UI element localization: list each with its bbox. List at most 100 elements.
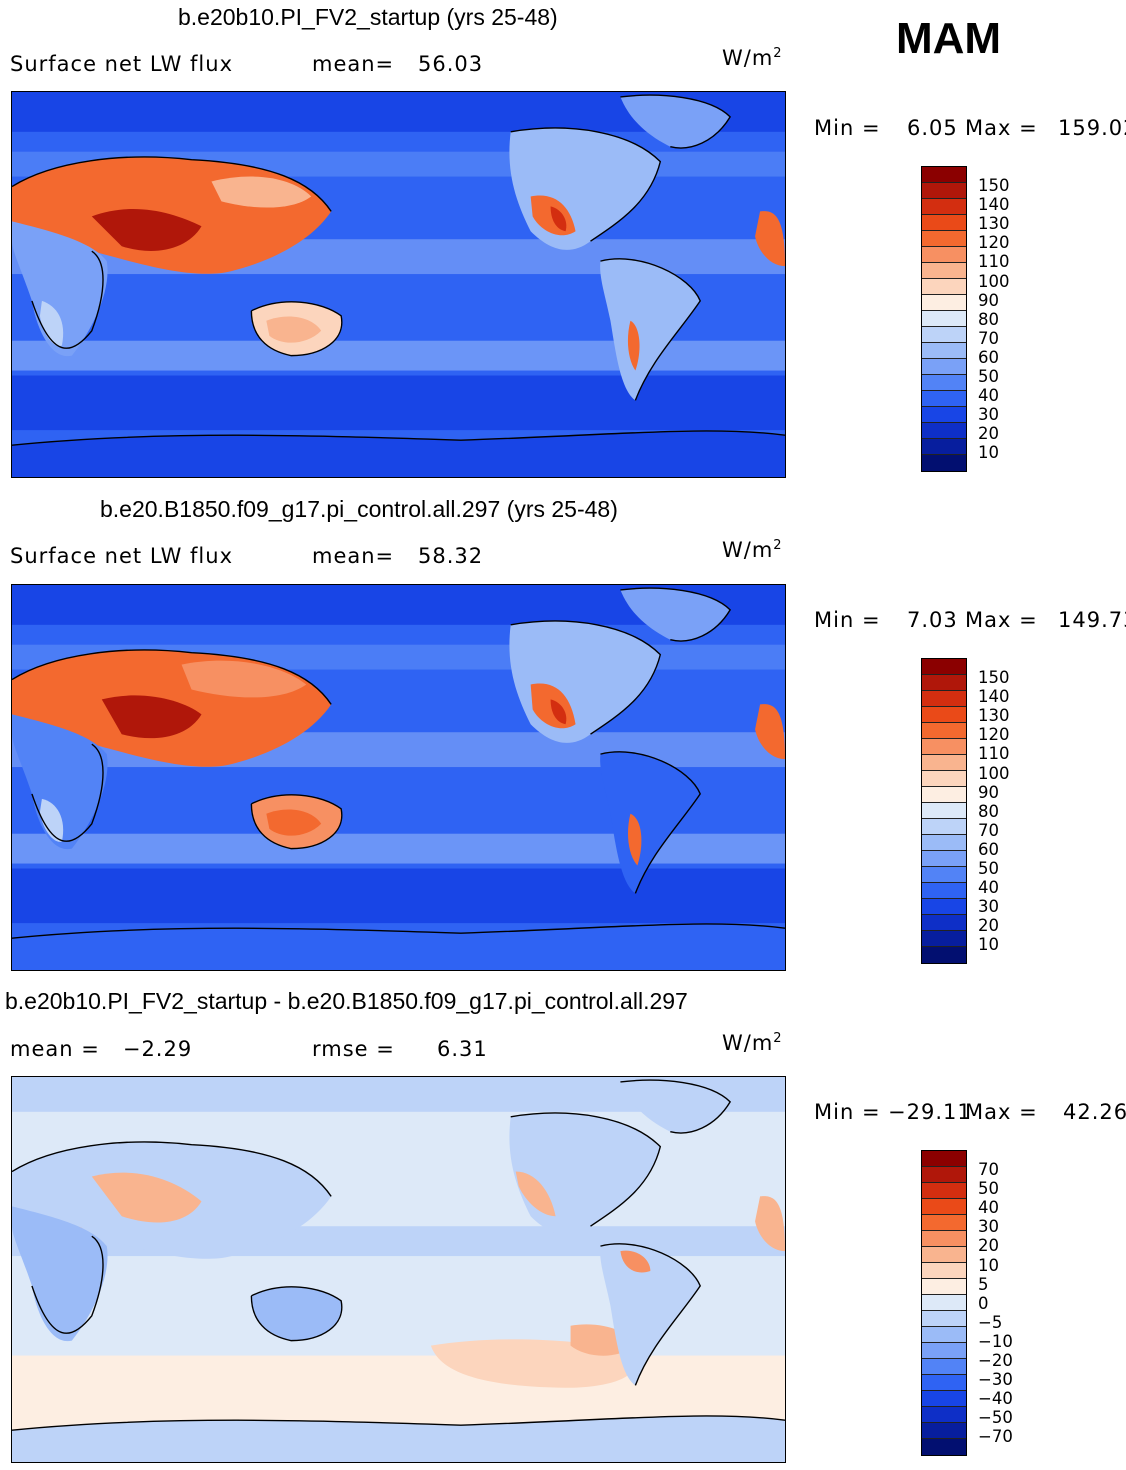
colorbar-swatch: [922, 659, 966, 675]
colorbar-swatch: [922, 343, 966, 359]
colorbar-label: 100: [978, 763, 1010, 783]
colorbar-label: 150: [978, 176, 1010, 195]
colorbar-swatch: [922, 1215, 966, 1231]
colorbar-label: 110: [978, 744, 1010, 764]
colorbar-swatch: [922, 803, 966, 819]
colorbar-swatch: [922, 215, 966, 231]
colorbar-label: 40: [978, 1198, 999, 1218]
panel-3-mean: mean = −2.29: [10, 1037, 193, 1061]
colorbar-swatch: [922, 1247, 966, 1263]
colorbar-label: −10: [978, 1331, 1013, 1351]
colorbar-swatch: [922, 1407, 966, 1423]
colorbar-swatch: [922, 231, 966, 247]
panel-2-min-value: 7.03: [907, 608, 958, 632]
panel-3-max-value: 42.26: [1063, 1100, 1126, 1124]
panel-1-map-svg: [12, 92, 785, 477]
colorbar-swatch: [922, 247, 966, 263]
panel-2-variable: Surface net LW flux: [10, 544, 233, 568]
colorbar-swatch: [922, 263, 966, 279]
panel-3-map: [11, 1076, 786, 1463]
colorbar-swatch: [922, 295, 966, 311]
panel-1-variable: Surface net LW flux: [10, 52, 233, 76]
colorbar-swatch: [922, 311, 966, 327]
colorbar-swatch: [922, 423, 966, 439]
colorbar-label: −50: [978, 1408, 1013, 1428]
colorbar-label: 20: [978, 1236, 999, 1256]
colorbar-label: 70: [978, 820, 999, 840]
colorbar-swatch: [922, 691, 966, 707]
colorbar-swatch: [922, 1183, 966, 1199]
colorbar-swatch: [922, 279, 966, 295]
colorbar-label: 5: [978, 1274, 989, 1294]
panel-3-title: b.e20b10.PI_FV2_startup - b.e20.B1850.f0…: [5, 988, 688, 1014]
colorbar-swatch: [922, 1231, 966, 1247]
colorbar-label: 150: [978, 668, 1010, 687]
colorbar-swatch: [922, 755, 966, 771]
colorbar-label: −70: [978, 1427, 1013, 1447]
colorbar-swatch: [922, 375, 966, 391]
colorbar-swatch: [922, 947, 966, 963]
panel-2-mean-label: mean=: [312, 544, 395, 568]
colorbar-label: 50: [978, 1179, 999, 1199]
panel-1-mean-label: mean=: [312, 52, 395, 76]
colorbar-label: 140: [978, 195, 1010, 215]
colorbar-swatch: [922, 1423, 966, 1439]
panel-3-min-label: Min =: [814, 1100, 881, 1124]
colorbar-label: 70: [978, 1160, 999, 1179]
panel-2-colorbar: [921, 658, 967, 964]
colorbar-label: 110: [978, 252, 1010, 272]
colorbar-swatch: [922, 167, 966, 183]
panel-1-title: b.e20b10.PI_FV2_startup (yrs 25-48): [178, 4, 558, 30]
colorbar-swatch: [922, 1295, 966, 1311]
colorbar-swatch: [922, 1199, 966, 1215]
colorbar-label: 130: [978, 214, 1010, 234]
panel-1-min-value: 6.05: [907, 116, 958, 140]
colorbar-swatch: [922, 183, 966, 199]
panel-3-map-svg: [12, 1077, 785, 1462]
colorbar-label: 40: [978, 386, 999, 406]
panel-1-min-label: Min =: [814, 116, 881, 140]
colorbar-swatch: [922, 407, 966, 423]
colorbar-label: 20: [978, 424, 999, 444]
colorbar-swatch: [922, 1263, 966, 1279]
colorbar-swatch: [922, 1359, 966, 1375]
season-label: MAM: [896, 14, 1002, 63]
colorbar-swatch: [922, 1375, 966, 1391]
colorbar-swatch: [922, 327, 966, 343]
panel-3-min-value: −29.11: [888, 1100, 972, 1124]
colorbar-swatch: [922, 915, 966, 931]
panel-2-max-value: 149.73: [1058, 608, 1126, 632]
colorbar-swatch: [922, 899, 966, 915]
panel-1-mean-value: 56.03: [418, 52, 484, 76]
colorbar-label: 90: [978, 782, 999, 802]
colorbar-label: 60: [978, 839, 999, 859]
colorbar-label: 30: [978, 897, 999, 917]
colorbar-swatch: [922, 1279, 966, 1295]
colorbar-label: 0: [978, 1293, 989, 1313]
panel-1-colorbar: [921, 166, 967, 472]
colorbar-swatch: [922, 883, 966, 899]
colorbar-label: −40: [978, 1389, 1013, 1409]
colorbar-label: 20: [978, 916, 999, 936]
colorbar-label: 100: [978, 271, 1010, 291]
colorbar-label: 10: [978, 1255, 999, 1275]
colorbar-label: 120: [978, 725, 1010, 745]
colorbar-swatch: [922, 739, 966, 755]
colorbar-label: 10: [978, 935, 999, 955]
colorbar-swatch: [922, 771, 966, 787]
colorbar-label: 30: [978, 405, 999, 425]
panel-1-max-label: Max =: [965, 116, 1038, 140]
colorbar-swatch: [922, 835, 966, 851]
colorbar-swatch: [922, 1439, 966, 1455]
panel-1-map: [11, 91, 786, 478]
colorbar-label: −5: [978, 1312, 1003, 1332]
panel-3-rmse-label: rmse =: [312, 1037, 395, 1061]
panel-2-mean-value: 58.32: [418, 544, 484, 568]
panel-2-title: b.e20.B1850.f09_g17.pi_control.all.297 (…: [100, 496, 618, 522]
panel-3-colorbar: [921, 1150, 967, 1456]
panel-1-units: W/m2: [722, 46, 783, 70]
panel-2-max-label: Max =: [965, 608, 1038, 632]
panel-2-units: W/m2: [722, 538, 783, 562]
colorbar-label: 80: [978, 801, 999, 821]
colorbar-swatch: [922, 455, 966, 471]
